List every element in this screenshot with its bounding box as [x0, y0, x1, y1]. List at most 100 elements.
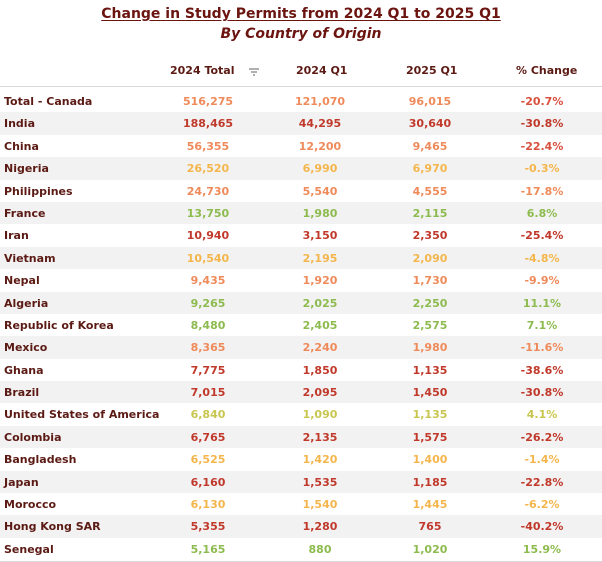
country-cell: Total - Canada: [4, 95, 93, 108]
pct-change-cell: 6.8%: [526, 206, 558, 220]
table-row: Senegal 5,165 880 1,020 15.9%: [0, 538, 602, 560]
pct-change-cell: 7.1%: [526, 318, 558, 332]
q1-2025-cell: 1,135: [412, 363, 448, 377]
q1-2025-cell: 1,980: [412, 341, 448, 355]
header-2024-q1[interactable]: 2024 Q1: [296, 64, 348, 77]
header-2025-q1[interactable]: 2025 Q1: [406, 64, 458, 77]
q1-2025-cell: 96,015: [408, 95, 452, 108]
pct-change-cell: -1.4%: [524, 453, 560, 467]
table-row: China 56,355 12,200 9,465 -22.4%: [0, 135, 602, 157]
total-2024-cell: 6,130: [190, 498, 226, 512]
table-row: Nigeria 26,520 6,990 6,970 -0.3%: [0, 157, 602, 180]
total-2024-cell: 13,750: [186, 206, 230, 220]
pct-change-cell: -6.2%: [524, 498, 560, 512]
pct-change-cell: 4.1%: [526, 408, 558, 422]
q1-2025-cell: 4,555: [412, 184, 448, 198]
report-subtitle: By Country of Origin: [220, 26, 382, 42]
data-table: Total - Canada 516,275 121,070 96,015 -20.7%…: [0, 90, 602, 560]
table-row: India 188,465 44,295 30,640 -30.8%: [0, 112, 602, 135]
pct-change-cell: -22.8%: [520, 475, 564, 489]
q1-2025-cell: 1,400: [412, 453, 448, 467]
q1-2024-cell: 1,850: [302, 363, 338, 377]
report-title: Change in Study Permits from 2024 Q1 to …: [101, 6, 501, 22]
q1-2025-cell: 765: [418, 520, 442, 534]
pct-change-cell: -20.7%: [520, 95, 564, 108]
table-row: Total - Canada 516,275 121,070 96,015 -20.7%: [0, 90, 602, 112]
q1-2024-cell: 6,990: [302, 162, 338, 176]
q1-2025-cell: 1,185: [412, 475, 448, 489]
country-cell: Philippines: [4, 184, 73, 198]
country-cell: Brazil: [4, 386, 40, 400]
table-row: Mexico 8,365 2,240 1,980 -11.6%: [0, 336, 602, 359]
q1-2024-cell: 44,295: [298, 117, 342, 131]
q1-2025-cell: 30,640: [408, 117, 452, 131]
q1-2024-cell: 1,280: [302, 520, 338, 534]
table-row: Iran 10,940 3,150 2,350 -25.4%: [0, 224, 602, 246]
total-2024-cell: 7,015: [190, 386, 226, 400]
total-2024-cell: 9,435: [190, 274, 226, 288]
q1-2025-cell: 2,115: [412, 206, 448, 220]
total-2024-cell: 56,355: [186, 139, 230, 153]
q1-2025-cell: 1,450: [412, 386, 448, 400]
header-2024-total[interactable]: 2024 Total: [170, 64, 235, 77]
total-2024-cell: 24,730: [186, 184, 230, 198]
q1-2025-cell: 1,730: [412, 274, 448, 288]
table-row: Bangladesh 6,525 1,420 1,400 -1.4%: [0, 448, 602, 470]
total-2024-cell: 6,840: [190, 408, 226, 422]
table-row: United States of America 6,840 1,090 1,135 4…: [0, 403, 602, 425]
q1-2025-cell: 1,575: [412, 430, 448, 444]
pct-change-cell: -38.6%: [520, 363, 564, 377]
table-row: Philippines 24,730 5,540 4,555 -17.8%: [0, 180, 602, 202]
total-2024-cell: 9,265: [190, 296, 226, 310]
table-row: Algeria 9,265 2,025 2,250 11.1%: [0, 291, 602, 314]
pct-change-cell: -9.9%: [524, 274, 560, 288]
q1-2024-cell: 880: [308, 542, 332, 556]
pct-change-cell: -26.2%: [520, 430, 564, 444]
q1-2024-cell: 2,405: [302, 318, 338, 332]
q1-2025-cell: 1,135: [412, 408, 448, 422]
q1-2024-cell: 1,420: [302, 453, 338, 467]
pct-change-cell: -30.8%: [520, 117, 564, 131]
q1-2025-cell: 2,250: [412, 296, 448, 310]
country-cell: United States of America: [4, 408, 160, 422]
q1-2025-cell: 2,575: [412, 318, 448, 332]
country-cell: India: [4, 117, 35, 131]
pct-change-cell: -40.2%: [520, 520, 564, 534]
pct-change-cell: -25.4%: [520, 229, 564, 243]
q1-2024-cell: 2,240: [302, 341, 338, 355]
header-pct-change[interactable]: % Change: [516, 64, 578, 77]
table-row: Brazil 7,015 2,095 1,450 -30.8%: [0, 381, 602, 404]
table-row: Hong Kong SAR 5,355 1,280 765 -40.2%: [0, 515, 602, 538]
total-2024-cell: 516,275: [182, 95, 234, 108]
q1-2024-cell: 121,070: [294, 95, 346, 108]
q1-2025-cell: 1,445: [412, 498, 448, 512]
q1-2025-cell: 9,465: [412, 139, 448, 153]
table-row: Morocco 6,130 1,540 1,445 -6.2%: [0, 493, 602, 515]
q1-2024-cell: 2,095: [302, 386, 338, 400]
table-row: France 13,750 1,980 2,115 6.8%: [0, 201, 602, 225]
country-cell: Algeria: [4, 296, 49, 310]
country-cell: Nepal: [4, 274, 40, 288]
country-cell: Japan: [4, 475, 39, 489]
table-row: Republic of Korea 8,480 2,405 2,575 7.1%: [0, 314, 602, 336]
total-2024-cell: 5,355: [190, 520, 226, 534]
country-cell: Colombia: [4, 430, 62, 444]
filter-sort-icon[interactable]: [248, 66, 260, 78]
total-2024-cell: 7,775: [190, 363, 226, 377]
country-cell: Senegal: [4, 542, 54, 556]
q1-2024-cell: 1,090: [302, 408, 338, 422]
q1-2024-cell: 1,535: [302, 475, 338, 489]
q1-2024-cell: 12,200: [298, 139, 342, 153]
pct-change-cell: 11.1%: [522, 296, 562, 310]
table-row: Vietnam 10,540 2,195 2,090 -4.8%: [0, 246, 602, 270]
q1-2024-cell: 2,025: [302, 296, 338, 310]
country-cell: Ghana: [4, 363, 44, 377]
q1-2024-cell: 3,150: [302, 229, 338, 243]
q1-2024-cell: 5,540: [302, 184, 338, 198]
header-divider: [0, 86, 602, 87]
table-row: Nepal 9,435 1,920 1,730 -9.9%: [0, 269, 602, 291]
pct-change-cell: -11.6%: [520, 341, 564, 355]
total-2024-cell: 10,940: [186, 229, 230, 243]
pct-change-cell: -4.8%: [524, 251, 560, 265]
q1-2025-cell: 2,350: [412, 229, 448, 243]
